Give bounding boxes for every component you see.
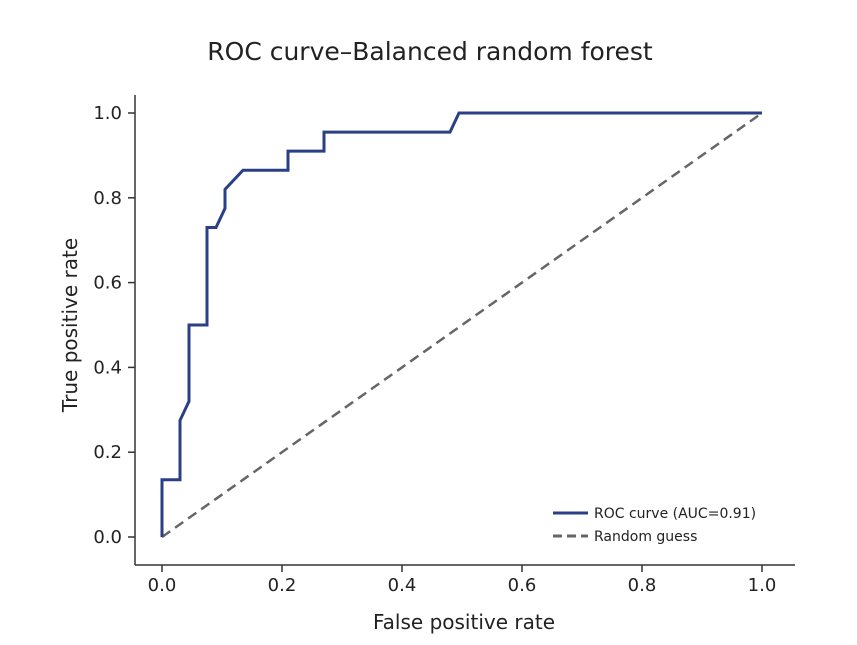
- axes: [134, 95, 795, 566]
- y-tick-label: 1.0: [93, 103, 122, 124]
- legend: ROC curve (AUC=0.91) Random guess: [553, 506, 756, 545]
- x-tick-label: 0.6: [508, 575, 537, 596]
- roc-curve-line: [160, 111, 762, 537]
- x-axis-label: False positive rate: [373, 610, 555, 634]
- series-layer: [160, 111, 763, 539]
- random-guess-line: [161, 111, 763, 539]
- legend-label-roc-curve: ROC curve (AUC=0.91): [594, 506, 756, 522]
- y-tick-label: 0.0: [93, 527, 122, 548]
- x-tick-label: 0.8: [628, 575, 657, 596]
- y-tick-label: 0.4: [93, 357, 122, 378]
- y-axis-label: True positive rate: [58, 238, 82, 413]
- x-tick-label: 0.2: [268, 575, 297, 596]
- y-tick-label: 0.6: [93, 273, 122, 294]
- y-tick-label: 0.2: [93, 442, 122, 463]
- legend-label-random-guess: Random guess: [594, 529, 697, 545]
- ticks: 0.0 0.2 0.4 0.6 0.8 1.0 0.0 0.2 0.4 0.6 0.8 1.0: [93, 103, 776, 596]
- y-tick-label: 0.8: [93, 188, 122, 209]
- x-tick-label: 1.0: [748, 575, 777, 596]
- x-tick-label: 0.0: [148, 575, 177, 596]
- x-tick-label: 0.4: [388, 575, 417, 596]
- chart-title: ROC curve–Balanced random forest: [207, 37, 653, 66]
